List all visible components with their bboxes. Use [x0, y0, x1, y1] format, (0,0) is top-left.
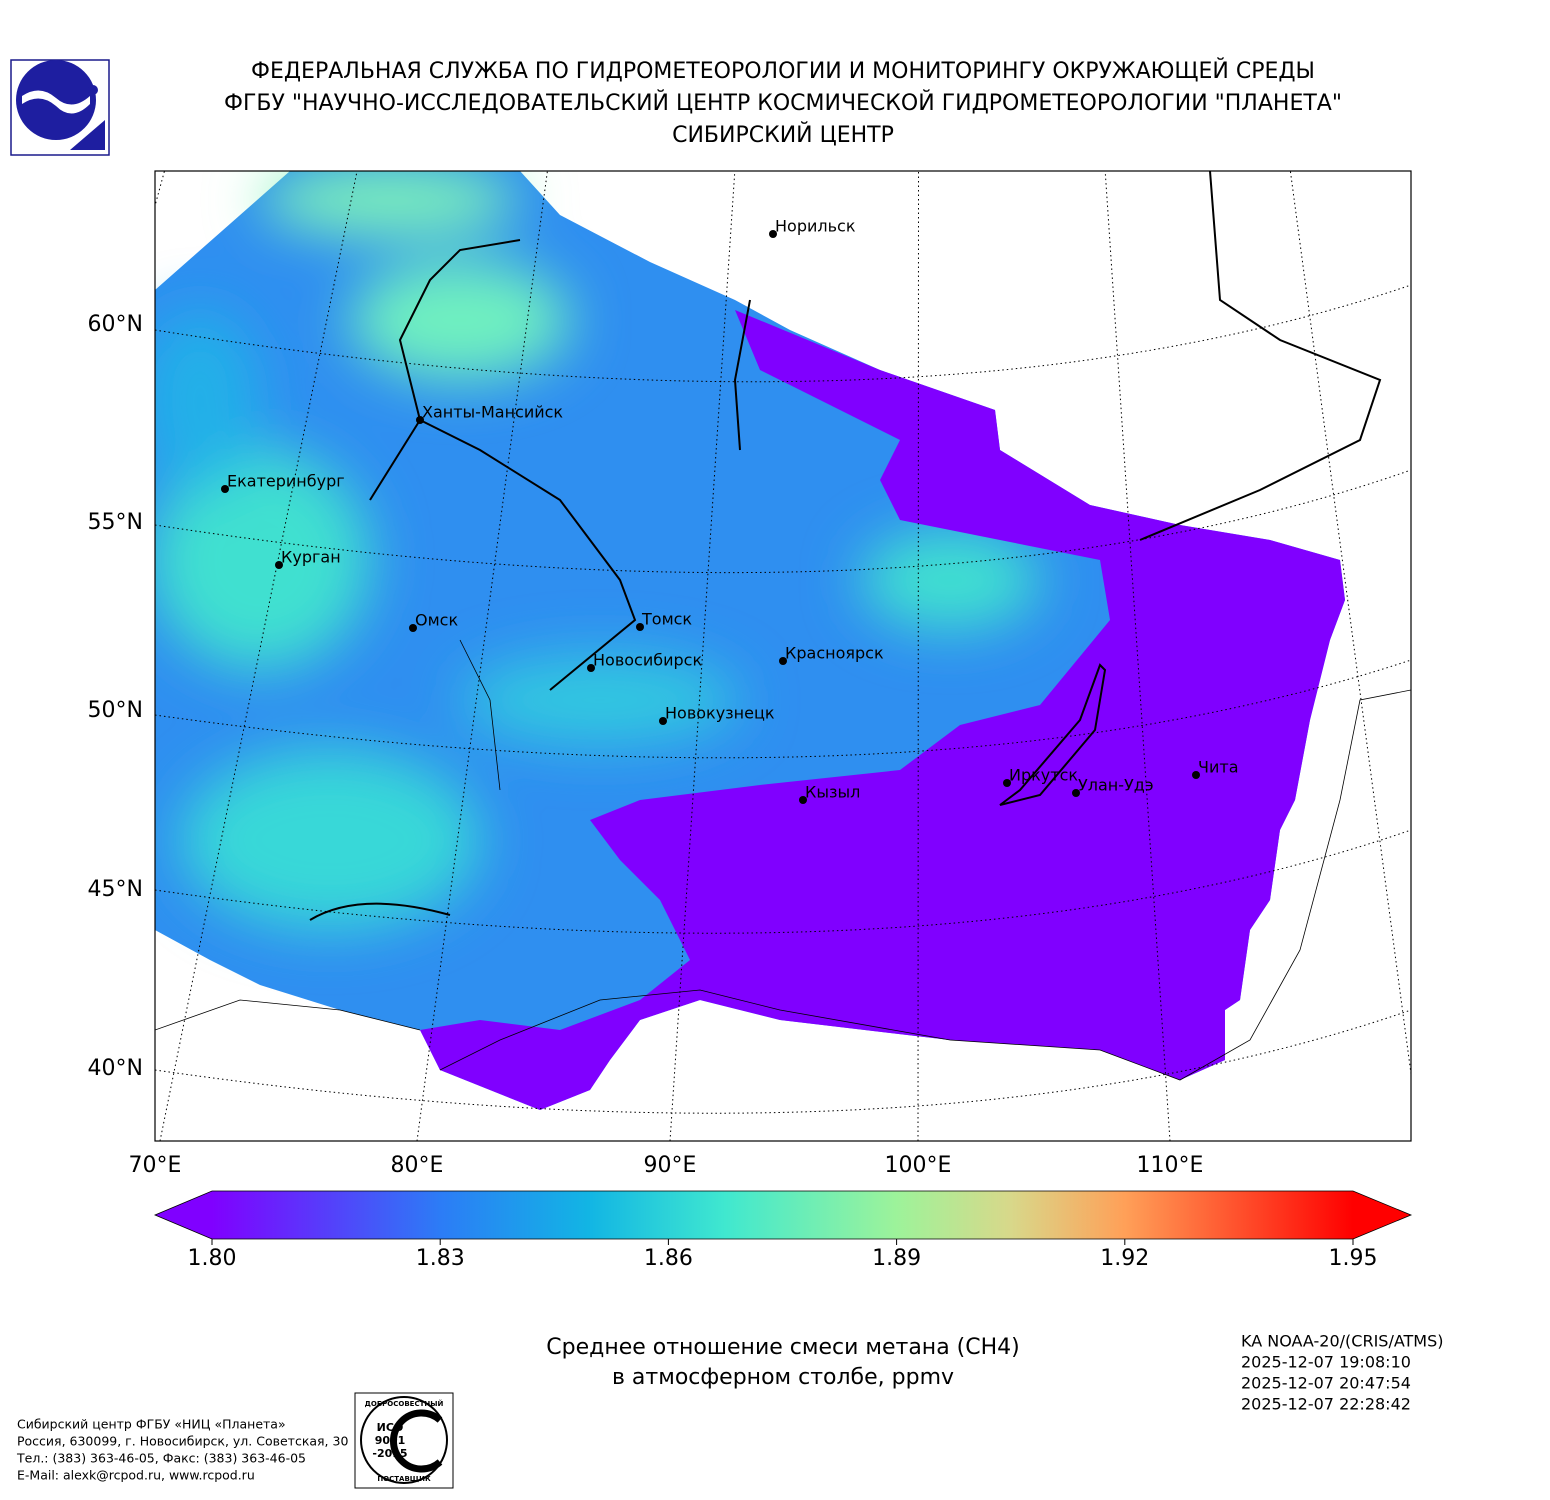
city-dot — [221, 485, 229, 493]
caption: Среднее отношение смеси метана (CH4) в а… — [546, 1335, 1019, 1390]
meridian — [1289, 171, 1411, 1078]
city-label: Ханты-Мансийск — [422, 403, 563, 422]
city-dot — [416, 416, 424, 424]
meridian — [1104, 171, 1171, 1141]
lat-label: 50°N — [88, 698, 143, 723]
lat-label: 40°N — [88, 1056, 143, 1081]
meridian — [416, 171, 548, 1141]
city-label: Кызыл — [805, 783, 860, 802]
satellite-info: KA NOAA-20/(CRIS/ATMS) 2025-12-07 19:08:… — [1241, 1332, 1444, 1414]
city-dot — [779, 657, 787, 665]
city-label: Томск — [641, 610, 692, 629]
lat-label: 55°N — [88, 510, 143, 535]
map — [155, 171, 1411, 1141]
colorbar: 1.80 1.83 1.86 1.89 1.92 1.95 — [153, 1190, 1413, 1271]
lon-label: 80°E — [391, 1153, 444, 1178]
field-patches — [155, 171, 1040, 930]
meridian — [159, 171, 358, 1141]
logo — [10, 59, 110, 156]
city-dot — [1003, 779, 1011, 787]
city-label: Чита — [1198, 758, 1239, 777]
satellite-line: 2025-12-07 19:08:10 — [1241, 1353, 1411, 1372]
city-dot — [587, 664, 595, 672]
colorbar-tick-label: 1.86 — [644, 1246, 693, 1271]
footer-line: E-Mail: alexk@rcpod.ru, www.rcpod.ru — [17, 1468, 255, 1483]
header-line: СИБИРСКИЙ ЦЕНТР — [672, 122, 894, 148]
colorbar-tick-label: 1.95 — [1329, 1246, 1378, 1271]
city-label: Новокузнецк — [665, 704, 775, 723]
city-label: Красноярск — [785, 644, 884, 663]
rivers — [309, 171, 1382, 921]
iso-badge: ДОБРОСОВЕСТНЫЙ ИСО 9001 -2015 ПОСТАВЩИК — [354, 1392, 454, 1489]
iso-top: ДОБРОСОВЕСТНЫЙ — [365, 1399, 444, 1408]
footer: Сибирский центр ФГБУ «НИЦ «Планета» Росс… — [16, 1417, 348, 1483]
colorbar-body — [153, 1190, 1413, 1240]
city-label: Курган — [281, 548, 341, 567]
caption-line: Среднее отношение смеси метана (CH4) — [546, 1335, 1019, 1360]
meridian — [669, 171, 736, 1141]
caption-line: в атмосферном столбе, ppmv — [612, 1365, 954, 1390]
city-dot — [409, 624, 417, 632]
satellite-line: 2025-12-07 20:47:54 — [1241, 1374, 1411, 1393]
city-dot — [1192, 771, 1200, 779]
parallel — [155, 659, 1411, 759]
iso-line: -2015 — [372, 1447, 407, 1460]
satellite-line: KA NOAA-20/(CRIS/ATMS) — [1241, 1332, 1444, 1351]
city-dot — [1072, 789, 1080, 797]
city-label: Омск — [415, 611, 458, 630]
lon-label: 90°E — [644, 1153, 697, 1178]
city-dot — [769, 230, 777, 238]
city-dot — [659, 717, 667, 725]
parallel — [155, 829, 1411, 934]
map-frame — [154, 170, 1412, 1142]
footer-line: Тел.: (383) 363-46-05, Факс: (383) 363-4… — [16, 1451, 306, 1466]
city-dot — [799, 796, 807, 804]
low-field — [420, 310, 1345, 1110]
footer-line: Сибирский центр ФГБУ «НИЦ «Планета» — [17, 1417, 286, 1432]
city-label: Екатеринбург — [227, 472, 345, 491]
city-label: Норильск — [775, 217, 856, 236]
lon-label: 70°E — [129, 1153, 182, 1178]
iso-line: ИСО — [377, 1421, 404, 1434]
footer-line: Россия, 630099, г. Новосибирск, ул. Сове… — [17, 1434, 348, 1449]
city-label: Иркутск — [1009, 766, 1078, 785]
iso-line: 9001 — [375, 1434, 406, 1447]
colorbar-tick-label: 1.80 — [188, 1246, 237, 1271]
graticule — [155, 171, 1411, 1141]
lon-label: 100°E — [885, 1153, 952, 1178]
borders — [155, 639, 1411, 1081]
city-dot — [636, 623, 644, 631]
lat-label: 60°N — [88, 312, 143, 337]
colorbar-tick-label: 1.83 — [416, 1246, 465, 1271]
iso-bottom: ПОСТАВЩИК — [377, 1475, 431, 1483]
lat-label: 45°N — [88, 877, 143, 902]
header-line: ФГБУ "НАУЧНО-ИССЛЕДОВАТЕЛЬСКИЙ ЦЕНТР КОС… — [224, 90, 1342, 116]
city-label: Улан-Удэ — [1078, 776, 1154, 795]
lon-label: 110°E — [1137, 1153, 1204, 1178]
colorbar-tick-label: 1.92 — [1100, 1246, 1149, 1271]
city-label: Новосибирск — [593, 651, 702, 670]
parallel — [155, 1009, 1411, 1114]
city-dot — [275, 561, 283, 569]
header-line: ФЕДЕРАЛЬНАЯ СЛУЖБА ПО ГИДРОМЕТЕОРОЛОГИИ … — [251, 58, 1315, 84]
satellite-line: 2025-12-07 22:28:42 — [1241, 1395, 1411, 1414]
colorbar-tick-label: 1.89 — [872, 1246, 921, 1271]
header: ФЕДЕРАЛЬНАЯ СЛУЖБА ПО ГИДРОМЕТЕОРОЛОГИИ … — [224, 58, 1342, 148]
